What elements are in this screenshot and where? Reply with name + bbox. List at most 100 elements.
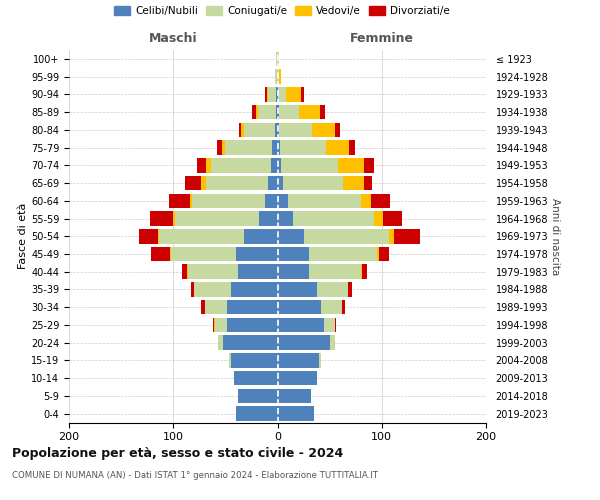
Bar bbox=[277, 353, 319, 368]
Bar bbox=[377, 246, 379, 262]
Bar bbox=[361, 194, 371, 208]
Bar bbox=[304, 229, 389, 244]
Bar bbox=[190, 194, 192, 208]
Bar bbox=[202, 176, 206, 190]
Y-axis label: Anni di nascita: Anni di nascita bbox=[550, 198, 560, 275]
Bar bbox=[335, 318, 336, 332]
Bar bbox=[349, 282, 352, 296]
Bar bbox=[277, 158, 281, 172]
Bar bbox=[343, 176, 364, 190]
Bar bbox=[275, 70, 277, 84]
Bar bbox=[320, 105, 325, 120]
Bar bbox=[169, 194, 190, 208]
Bar bbox=[383, 211, 401, 226]
Bar bbox=[374, 211, 383, 226]
Bar bbox=[236, 406, 277, 421]
Bar bbox=[325, 318, 335, 332]
Y-axis label: Fasce di età: Fasce di età bbox=[18, 203, 28, 270]
Bar bbox=[217, 140, 222, 155]
Bar bbox=[281, 158, 338, 172]
Bar bbox=[362, 264, 367, 279]
Bar bbox=[205, 300, 227, 314]
Bar bbox=[272, 140, 277, 155]
Bar bbox=[158, 229, 244, 244]
Bar bbox=[223, 336, 277, 350]
Bar bbox=[170, 246, 171, 262]
Bar bbox=[230, 353, 277, 368]
Bar bbox=[277, 300, 321, 314]
Bar bbox=[312, 122, 335, 137]
Bar bbox=[229, 353, 230, 368]
Bar bbox=[238, 264, 277, 279]
Bar bbox=[222, 140, 226, 155]
Bar bbox=[139, 229, 158, 244]
Bar bbox=[214, 318, 215, 332]
Bar bbox=[211, 158, 271, 172]
Bar bbox=[309, 246, 377, 262]
Bar bbox=[275, 122, 277, 137]
Bar bbox=[379, 246, 389, 262]
Bar bbox=[364, 176, 373, 190]
Bar bbox=[213, 318, 214, 332]
Bar bbox=[394, 229, 421, 244]
Bar bbox=[288, 194, 361, 208]
Text: Maschi: Maschi bbox=[149, 32, 197, 44]
Bar bbox=[234, 371, 277, 386]
Bar bbox=[317, 282, 349, 296]
Text: Popolazione per età, sesso e stato civile - 2024: Popolazione per età, sesso e stato civil… bbox=[12, 448, 343, 460]
Bar bbox=[277, 388, 311, 403]
Bar bbox=[277, 87, 286, 102]
Bar bbox=[241, 122, 244, 137]
Bar bbox=[277, 336, 329, 350]
Bar bbox=[268, 87, 277, 102]
Bar bbox=[182, 264, 187, 279]
Bar bbox=[257, 105, 277, 120]
Bar bbox=[283, 176, 343, 190]
Bar bbox=[278, 70, 281, 84]
Bar bbox=[256, 105, 257, 120]
Bar bbox=[206, 158, 211, 172]
Bar bbox=[277, 122, 278, 137]
Bar bbox=[301, 87, 304, 102]
Bar bbox=[338, 158, 364, 172]
Bar bbox=[244, 122, 275, 137]
Bar bbox=[277, 70, 278, 84]
Bar bbox=[239, 122, 241, 137]
Bar bbox=[277, 52, 278, 66]
Bar bbox=[171, 246, 236, 262]
Bar bbox=[187, 264, 188, 279]
Bar bbox=[227, 318, 277, 332]
Bar bbox=[293, 211, 374, 226]
Bar bbox=[278, 105, 299, 120]
Text: COMUNE DI NUMANA (AN) - Dati ISTAT 1° gennaio 2024 - Elaborazione TUTTITALIA.IT: COMUNE DI NUMANA (AN) - Dati ISTAT 1° ge… bbox=[12, 471, 378, 480]
Bar bbox=[361, 264, 362, 279]
Bar bbox=[326, 140, 349, 155]
Bar bbox=[188, 264, 238, 279]
Bar bbox=[321, 300, 342, 314]
Bar bbox=[197, 158, 206, 172]
Legend: Celibi/Nubili, Coniugati/e, Vedovi/e, Divorziati/e: Celibi/Nubili, Coniugati/e, Vedovi/e, Di… bbox=[111, 2, 453, 19]
Bar bbox=[265, 87, 267, 102]
Bar bbox=[280, 140, 326, 155]
Bar bbox=[277, 264, 309, 279]
Bar bbox=[151, 246, 170, 262]
Bar bbox=[218, 336, 223, 350]
Bar bbox=[175, 211, 259, 226]
Bar bbox=[277, 229, 304, 244]
Bar bbox=[277, 406, 314, 421]
Bar bbox=[371, 194, 390, 208]
Text: Femmine: Femmine bbox=[350, 32, 414, 44]
Bar bbox=[277, 194, 288, 208]
Bar bbox=[319, 353, 321, 368]
Bar bbox=[253, 105, 256, 120]
Bar bbox=[244, 229, 277, 244]
Bar bbox=[236, 246, 277, 262]
Bar bbox=[299, 105, 320, 120]
Bar bbox=[278, 122, 312, 137]
Bar bbox=[202, 300, 205, 314]
Bar bbox=[151, 211, 173, 226]
Bar bbox=[191, 282, 194, 296]
Bar bbox=[342, 300, 345, 314]
Bar bbox=[277, 371, 317, 386]
Bar bbox=[271, 158, 277, 172]
